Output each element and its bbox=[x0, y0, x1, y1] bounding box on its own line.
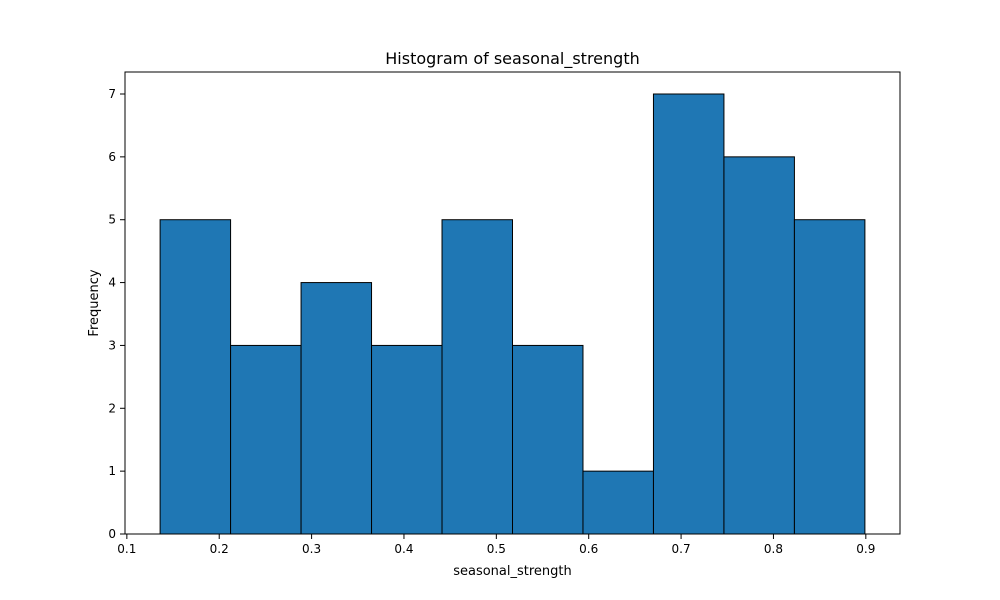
histogram-bar bbox=[371, 344, 443, 535]
histogram-bar bbox=[723, 156, 795, 535]
x-tick-label: 0.3 bbox=[302, 542, 321, 556]
histogram-bar bbox=[300, 282, 373, 535]
histogram-bar bbox=[512, 344, 584, 535]
histogram-bar bbox=[230, 344, 302, 535]
x-tick-label: 0.1 bbox=[117, 542, 136, 556]
x-tick-label: 0.8 bbox=[764, 542, 783, 556]
histogram-bar bbox=[159, 219, 232, 535]
x-axis-ticks: 0.1 0.2 0.3 0.4 0.5 0.6 0.7 0.8 0.9 bbox=[117, 534, 875, 556]
histogram-bar bbox=[582, 470, 654, 535]
y-tick-label: 3 bbox=[108, 338, 116, 352]
x-tick-label: 0.9 bbox=[856, 542, 875, 556]
y-tick-label: 0 bbox=[108, 527, 116, 541]
y-tick-label: 1 bbox=[108, 464, 116, 478]
x-tick-label: 0.2 bbox=[210, 542, 229, 556]
y-tick-label: 5 bbox=[108, 213, 116, 227]
bars-group bbox=[159, 93, 866, 535]
histogram-bar bbox=[652, 93, 725, 535]
x-tick-label: 0.7 bbox=[672, 542, 691, 556]
y-axis-label: Frequency bbox=[87, 269, 102, 336]
plot-frame bbox=[124, 71, 901, 535]
y-tick-label: 7 bbox=[108, 87, 116, 101]
chart-title: Histogram of seasonal_strength bbox=[385, 49, 639, 69]
y-tick-label: 2 bbox=[108, 401, 116, 415]
y-tick-label: 4 bbox=[108, 276, 116, 290]
histogram-bar bbox=[793, 219, 866, 535]
y-axis-ticks: 0 1 2 3 4 5 6 7 bbox=[108, 87, 125, 541]
x-tick-label: 0.5 bbox=[487, 542, 506, 556]
histogram-bar bbox=[441, 219, 513, 535]
x-tick-label: 0.6 bbox=[579, 542, 598, 556]
y-tick-label: 6 bbox=[108, 150, 116, 164]
x-tick-label: 0.4 bbox=[394, 542, 413, 556]
x-axis-label: seasonal_strength bbox=[453, 564, 572, 579]
